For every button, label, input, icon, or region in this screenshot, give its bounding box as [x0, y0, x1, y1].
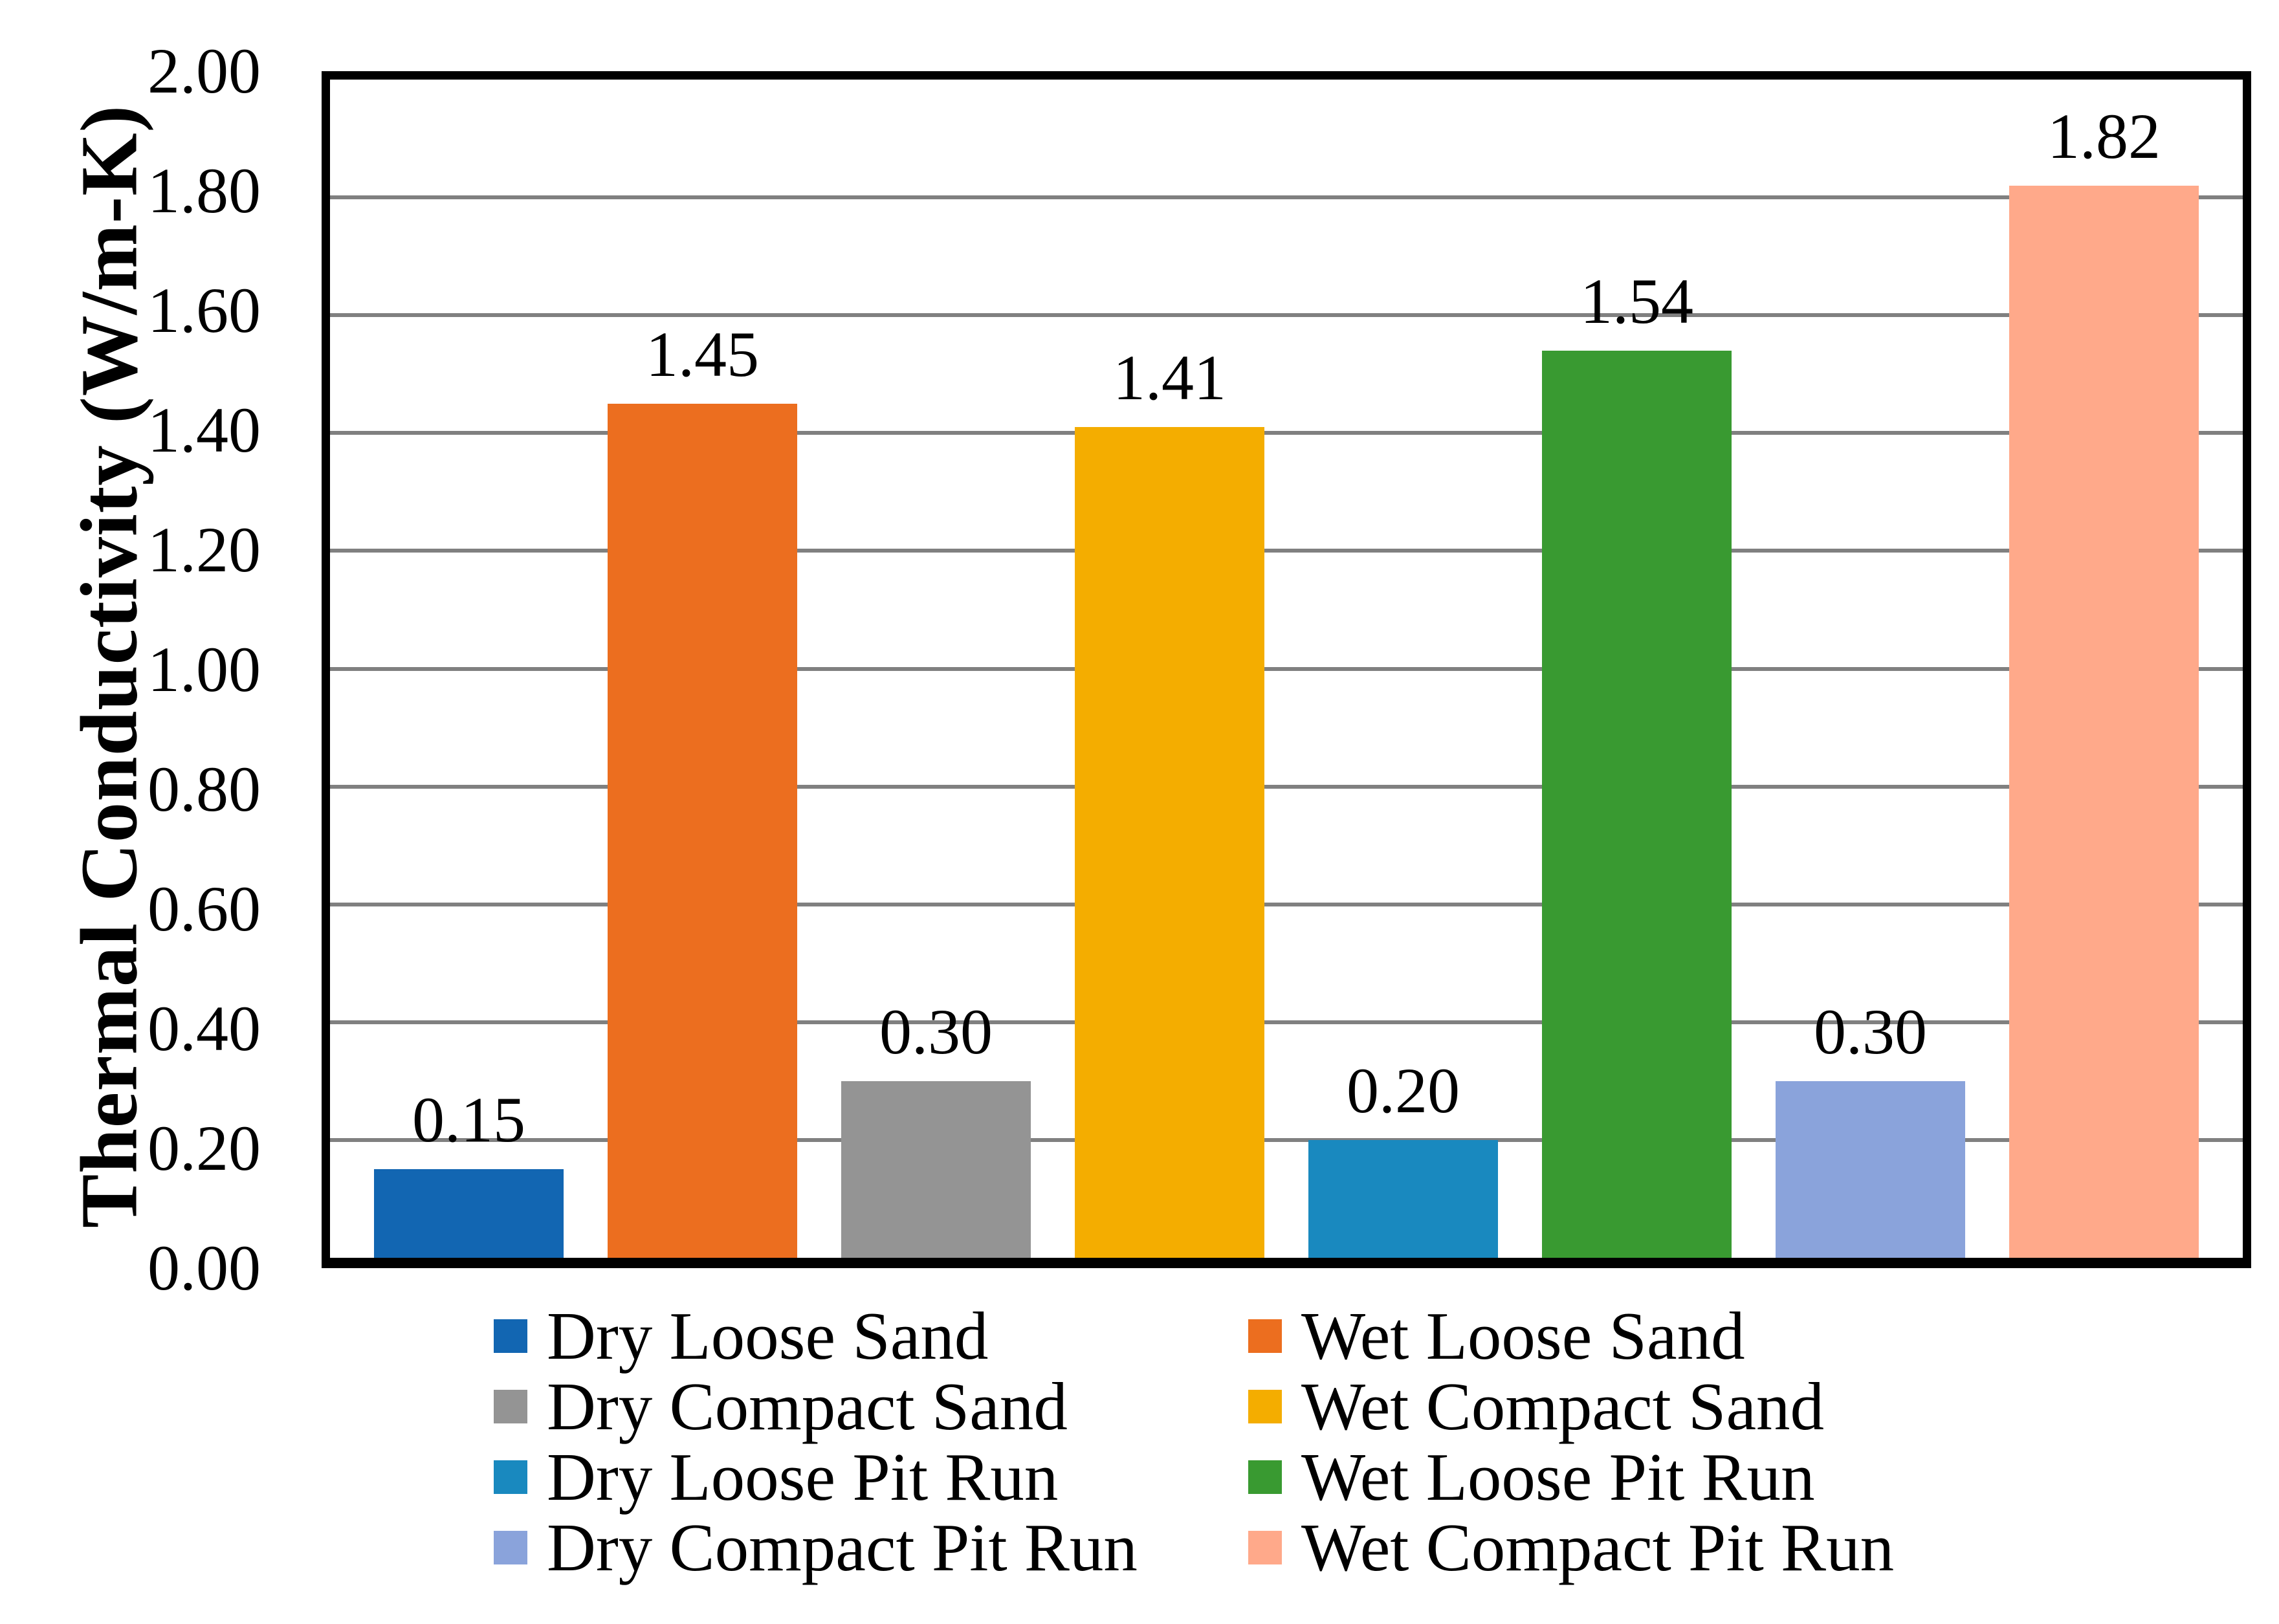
bar-wet-loose-sand [608, 403, 797, 1258]
gridline [330, 784, 2243, 789]
legend-swatch-icon [494, 1530, 527, 1564]
bar-value-label: 1.41 [1113, 342, 1226, 414]
legend-swatch-icon [494, 1319, 527, 1353]
bar-value-label: 0.15 [412, 1084, 525, 1156]
bar-wet-compact-sand [1075, 427, 1264, 1258]
legend-swatch-icon [1248, 1460, 1282, 1494]
legend-label: Wet Loose Sand [1301, 1298, 1745, 1374]
legend-swatch-icon [1248, 1319, 1282, 1353]
legend-swatch-icon [1248, 1389, 1282, 1423]
gridline [330, 902, 2243, 906]
y-tick-label: 0.60 [148, 873, 261, 945]
y-tick-label: 0.00 [148, 1232, 261, 1304]
legend-label: Dry Compact Pit Run [547, 1509, 1138, 1585]
legend-item-wet-loose-sand: Wet Loose Sand [1248, 1300, 1894, 1371]
legend-swatch-icon [1248, 1530, 1282, 1564]
bar-value-label: 1.45 [646, 318, 759, 390]
legend-label: Dry Compact Sand [547, 1368, 1068, 1444]
bar-slot-dry-compact-pit-run: 0.30 [1776, 80, 1965, 1258]
y-tick-label: 1.60 [148, 274, 261, 346]
y-tick-label: 1.00 [148, 633, 261, 705]
gridline [330, 431, 2243, 435]
plot-area: 0.15 1.45 0.30 1.41 0.20 1.54 0.30 1.82 [322, 71, 2251, 1268]
bar-value-label: 1.54 [1580, 265, 1693, 337]
bar-dry-compact-sand [841, 1081, 1031, 1258]
gridline [330, 195, 2243, 200]
legend-label: Wet Loose Pit Run [1301, 1439, 1815, 1515]
bar-dry-compact-pit-run [1776, 1081, 1965, 1258]
bar-value-label: 0.30 [1814, 995, 1927, 1068]
bar-value-label: 1.82 [2047, 100, 2161, 172]
legend-item-dry-loose-pit-run: Dry Loose Pit Run [494, 1442, 1248, 1512]
legend-swatch-icon [494, 1389, 527, 1423]
bar-slot-wet-compact-sand: 1.41 [1075, 80, 1264, 1258]
gridline [330, 1137, 2243, 1142]
legend: Dry Loose Sand Wet Loose Sand Dry Compact … [494, 1300, 1894, 1583]
y-tick-label: 1.40 [148, 394, 261, 466]
y-tick-label: 0.80 [148, 753, 261, 825]
y-tick-label: 1.20 [148, 514, 261, 586]
legend-label: Dry Loose Pit Run [547, 1439, 1059, 1515]
gridline [330, 666, 2243, 671]
y-tick-label: 1.80 [148, 155, 261, 226]
legend-label: Wet Compact Pit Run [1301, 1509, 1895, 1585]
bar-wet-compact-pit-run [2009, 185, 2199, 1258]
y-tick-label: 0.40 [148, 993, 261, 1064]
legend-label: Wet Compact Sand [1301, 1368, 1825, 1444]
bar-value-label: 0.30 [879, 995, 993, 1068]
bar-dry-loose-sand [374, 1169, 564, 1258]
bar-slot-wet-compact-pit-run: 1.82 [2009, 80, 2199, 1258]
bar-wet-loose-pit-run [1542, 350, 1732, 1258]
legend-item-wet-compact-sand: Wet Compact Sand [1248, 1371, 1894, 1442]
bar-slot-wet-loose-sand: 1.45 [608, 80, 797, 1258]
legend-item-wet-compact-pit-run: Wet Compact Pit Run [1248, 1512, 1894, 1583]
gridline [330, 549, 2243, 553]
gridline [330, 1020, 2243, 1024]
y-tick-label: 0.20 [148, 1112, 261, 1184]
legend-item-dry-compact-pit-run: Dry Compact Pit Run [494, 1512, 1248, 1583]
bar-slot-wet-loose-pit-run: 1.54 [1542, 80, 1732, 1258]
legend-swatch-icon [494, 1460, 527, 1494]
bar-slot-dry-loose-pit-run: 0.20 [1308, 80, 1498, 1258]
legend-label: Dry Loose Sand [547, 1298, 989, 1374]
legend-item-dry-loose-sand: Dry Loose Sand [494, 1300, 1248, 1371]
bar-series: 0.15 1.45 0.30 1.41 0.20 1.54 0.30 1.82 [330, 80, 2243, 1258]
legend-item-dry-compact-sand: Dry Compact Sand [494, 1371, 1248, 1442]
bar-slot-dry-loose-sand: 0.15 [374, 80, 564, 1258]
legend-item-wet-loose-pit-run: Wet Loose Pit Run [1248, 1442, 1894, 1512]
y-axis-tick-labels: 0.00 0.20 0.40 0.60 0.80 1.00 1.20 1.40 1.60 1.80… [0, 39, 261, 1300]
gridline [330, 313, 2243, 318]
bar-value-label: 0.20 [1347, 1054, 1460, 1126]
y-tick-label: 2.00 [148, 35, 261, 107]
bar-dry-loose-pit-run [1308, 1139, 1498, 1258]
bar-slot-dry-compact-sand: 0.30 [841, 80, 1031, 1258]
